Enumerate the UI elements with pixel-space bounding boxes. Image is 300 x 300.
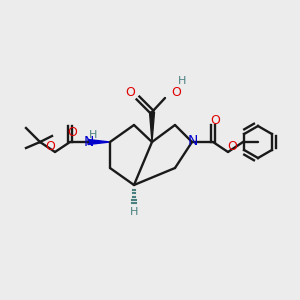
Text: O: O	[125, 85, 135, 98]
Text: O: O	[171, 85, 181, 98]
Polygon shape	[149, 112, 154, 142]
Polygon shape	[88, 140, 110, 145]
Text: O: O	[227, 140, 237, 154]
Text: O: O	[210, 113, 220, 127]
Text: O: O	[45, 140, 55, 154]
Text: N: N	[84, 135, 94, 149]
Text: N: N	[188, 134, 198, 148]
Text: H: H	[178, 76, 186, 86]
Text: O: O	[67, 125, 77, 139]
Text: H: H	[130, 207, 138, 217]
Text: H: H	[89, 130, 97, 140]
